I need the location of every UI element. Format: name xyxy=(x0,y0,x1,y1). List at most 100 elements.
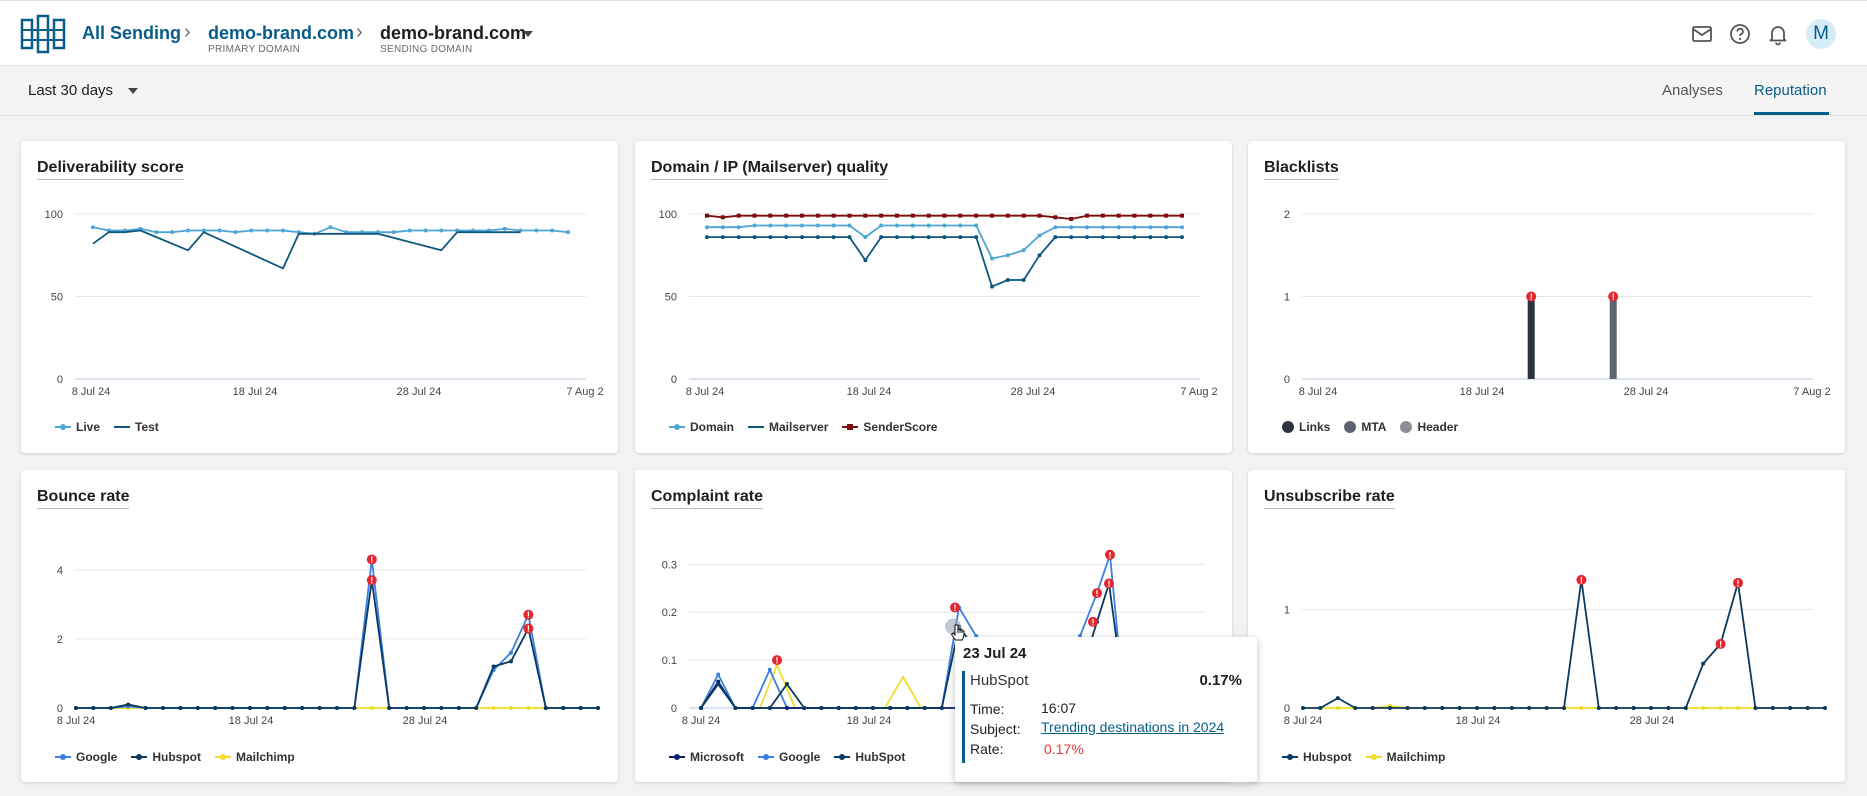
mailserver-point xyxy=(1132,235,1137,240)
legend-swatch xyxy=(1282,421,1294,433)
hubspot-point xyxy=(195,706,200,710)
hubspot-point xyxy=(161,706,165,710)
mailserver-point xyxy=(1164,235,1169,240)
breadcrumb-all-sending[interactable]: All Sending xyxy=(82,23,181,43)
bell-icon[interactable] xyxy=(1766,22,1790,46)
senderscore-point xyxy=(1037,213,1042,218)
mailserver-point xyxy=(1116,235,1121,240)
live-point xyxy=(423,228,428,233)
domain-point xyxy=(1069,225,1074,230)
filter-bar: Last 30 days Analyses Reputation xyxy=(0,66,1867,116)
legend-label: Mailserver xyxy=(769,420,829,434)
legend-item-header[interactable]: Header xyxy=(1400,420,1458,434)
hubspot-point xyxy=(1440,706,1445,710)
help-icon[interactable] xyxy=(1728,22,1752,46)
hubspot-point xyxy=(143,706,148,710)
legend-item-hubspot[interactable]: HubSpot xyxy=(834,750,905,764)
legend-item-hubspot[interactable]: Hubspot xyxy=(1282,750,1352,764)
legend-swatch xyxy=(1400,421,1413,433)
senderscore-point xyxy=(974,213,979,218)
live-point xyxy=(249,228,254,233)
y-tick-label: 2 xyxy=(57,634,63,646)
senderscore-point xyxy=(1069,216,1074,221)
hubspot-point xyxy=(888,706,893,710)
legend-item-mailchimp[interactable]: Mailchimp xyxy=(215,750,295,764)
legend-swatch xyxy=(1344,421,1357,433)
domain-point xyxy=(1100,225,1105,230)
alert-marker xyxy=(1526,291,1537,302)
alert-marker xyxy=(366,575,377,586)
y-tick-label: 0 xyxy=(671,374,677,386)
hubspot-point xyxy=(1666,706,1671,710)
quality-chart: 0 50 100 8 Jul 24 18 Jul 24 28 Jul 24 7 Aug 2 xyxy=(659,209,1218,398)
domain-point xyxy=(800,223,804,228)
alert-marker-label: ! xyxy=(527,624,530,634)
mailserver-point xyxy=(1085,235,1089,240)
legend-item-mailchimp[interactable]: Mailchimp xyxy=(1365,750,1445,764)
breadcrumb-primary-domain[interactable]: demo-brand.com PRIMARY DOMAIN xyxy=(208,23,354,55)
legend-item-live[interactable]: Live xyxy=(55,420,100,434)
mailserver-point xyxy=(990,284,994,289)
sending-domain-dropdown-icon[interactable] xyxy=(523,31,533,37)
legend-swatch xyxy=(114,422,131,432)
legend-item-microsoft[interactable]: Microsoft xyxy=(669,750,744,764)
x-tick-label: 28 Jul 24 xyxy=(1630,715,1675,727)
x-tick-label: 8 Jul 24 xyxy=(1299,386,1338,398)
hubspot-point xyxy=(1683,706,1688,710)
legend-item-google[interactable]: Google xyxy=(55,750,117,764)
legend-item-google[interactable]: Google xyxy=(758,750,820,764)
senderscore-point xyxy=(800,213,804,218)
senderscore-point xyxy=(1180,213,1184,218)
mailserver-point xyxy=(705,235,709,240)
y-tick-label: 0.1 xyxy=(662,655,677,667)
hubspot-point xyxy=(1614,706,1619,710)
legend-item-mta[interactable]: MTA xyxy=(1344,420,1386,434)
alert-marker xyxy=(1715,638,1726,649)
domain-point xyxy=(752,223,757,228)
tooltip-series-bar xyxy=(962,671,965,763)
legend-item-hubspot[interactable]: Hubspot xyxy=(131,750,201,764)
domain-point xyxy=(1021,248,1026,253)
legend-item-senderscore[interactable]: SenderScore xyxy=(842,420,937,434)
hubspot-point xyxy=(108,706,113,710)
legend-item-test[interactable]: Test xyxy=(114,420,159,434)
tab-analyses[interactable]: Analyses xyxy=(1662,82,1723,99)
x-tick-label: 8 Jul 24 xyxy=(682,715,721,727)
mailserver-point xyxy=(958,235,963,240)
tooltip-subject-link[interactable]: Trending destinations in 2024 xyxy=(1041,719,1225,735)
hubspot-point xyxy=(1457,706,1462,710)
domain-point xyxy=(831,223,836,228)
mailserver-point xyxy=(942,235,947,240)
senderscore-point xyxy=(1148,213,1153,218)
domain-point xyxy=(784,223,789,228)
hubspot-point xyxy=(1823,706,1827,710)
alert-marker xyxy=(1092,588,1102,599)
mailserver-point xyxy=(815,235,820,240)
x-tick-label: 7 Aug 2 xyxy=(1793,386,1830,398)
breadcrumb-sending-domain[interactable]: demo-brand.com SENDING DOMAIN xyxy=(380,23,526,55)
hubspot-point xyxy=(230,706,235,710)
mail-icon[interactable] xyxy=(1690,22,1714,46)
hubspot-point xyxy=(178,706,183,710)
domain-point xyxy=(926,223,931,228)
bounce-card: Bounce rate 0 2 4 8 Jul 24 18 Jul 24 28 Jul 2… xyxy=(21,470,618,782)
unsubscribe-chart: 018 Jul 24 18 Jul 24 28 Jul 24!!! xyxy=(1284,574,1827,727)
tab-reputation[interactable]: Reputation xyxy=(1754,82,1827,99)
chevron-down-icon[interactable] xyxy=(128,88,138,94)
alert-marker xyxy=(366,554,377,565)
domain-point xyxy=(1037,233,1042,238)
live-point xyxy=(233,230,238,235)
senderscore-point xyxy=(990,213,994,218)
hubspot-point xyxy=(456,706,461,710)
y-tick-label: 100 xyxy=(659,209,677,221)
legend-item-links[interactable]: Links xyxy=(1282,420,1330,434)
legend-item-domain[interactable]: Domain xyxy=(669,420,734,434)
period-selector[interactable]: Last 30 days xyxy=(28,82,114,99)
alert-marker-label: ! xyxy=(1530,292,1533,302)
brand-logo[interactable] xyxy=(20,14,66,54)
hubspot-point xyxy=(126,702,131,707)
user-avatar[interactable]: M xyxy=(1806,19,1836,49)
legend-item-mailserver[interactable]: Mailserver xyxy=(748,420,828,434)
